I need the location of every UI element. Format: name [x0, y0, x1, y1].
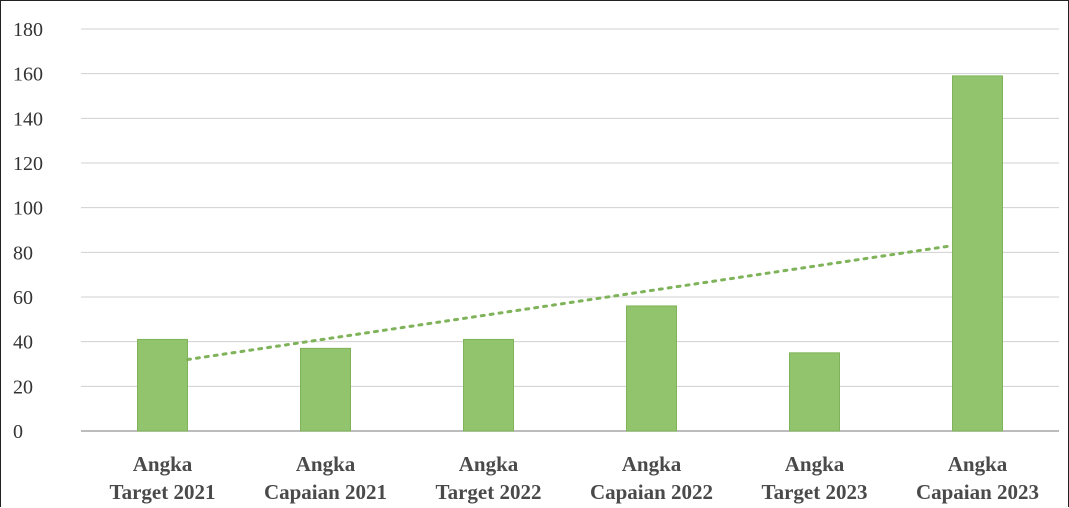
y-tick-label: 80 [13, 242, 33, 264]
x-axis-category-labels: Angka Target 2021 Angka Capaian 2021 Angka Ta… [110, 452, 1040, 504]
trendline-line [186, 244, 954, 362]
y-tick-label: 0 [13, 421, 23, 443]
y-tick-label: 140 [13, 108, 43, 130]
bars [137, 75, 1003, 432]
x-tick-label-line: Angka [622, 452, 682, 476]
x-tick-label-line: Angka [948, 452, 1008, 476]
x-tick-label-line: Target 2022 [436, 480, 542, 504]
y-tick-label: 40 [13, 332, 33, 354]
x-tick-label-line: Capaian 2022 [590, 480, 713, 504]
bar [952, 75, 1003, 432]
x-tick-label-line: Target 2023 [762, 480, 868, 504]
x-tick-label-line: Angka [459, 452, 519, 476]
bar [463, 338, 514, 432]
x-tick-label: Angka Target 2023 [762, 452, 868, 504]
y-tick-label: 20 [13, 376, 33, 398]
y-tick-label: 60 [13, 287, 33, 309]
grid-lines [81, 28, 1059, 432]
y-axis-tick-labels: 0 20 40 60 80 100 120 140 160 180 [13, 19, 43, 443]
bar [300, 347, 351, 432]
x-tick-label-line: Angka [296, 452, 356, 476]
x-tick-label-line: Capaian 2023 [916, 480, 1039, 504]
x-tick-label-line: Target 2021 [110, 480, 216, 504]
bar [789, 352, 840, 432]
trendline [186, 244, 954, 362]
x-tick-label: Angka Target 2022 [436, 452, 542, 504]
bar [137, 338, 188, 432]
x-tick-label: Angka Capaian 2023 [916, 452, 1039, 504]
x-tick-label-line: Angka [133, 452, 193, 476]
y-tick-label: 180 [13, 19, 43, 41]
bar [626, 305, 677, 432]
y-tick-label: 100 [13, 198, 43, 220]
x-tick-label-line: Capaian 2021 [264, 480, 387, 504]
x-tick-label: Angka Capaian 2021 [264, 452, 387, 504]
x-tick-label: Angka Target 2021 [110, 452, 216, 504]
y-tick-label: 120 [13, 153, 43, 175]
x-tick-label: Angka Capaian 2022 [590, 452, 713, 504]
x-tick-label-line: Angka [785, 452, 845, 476]
y-tick-label: 160 [13, 64, 43, 86]
